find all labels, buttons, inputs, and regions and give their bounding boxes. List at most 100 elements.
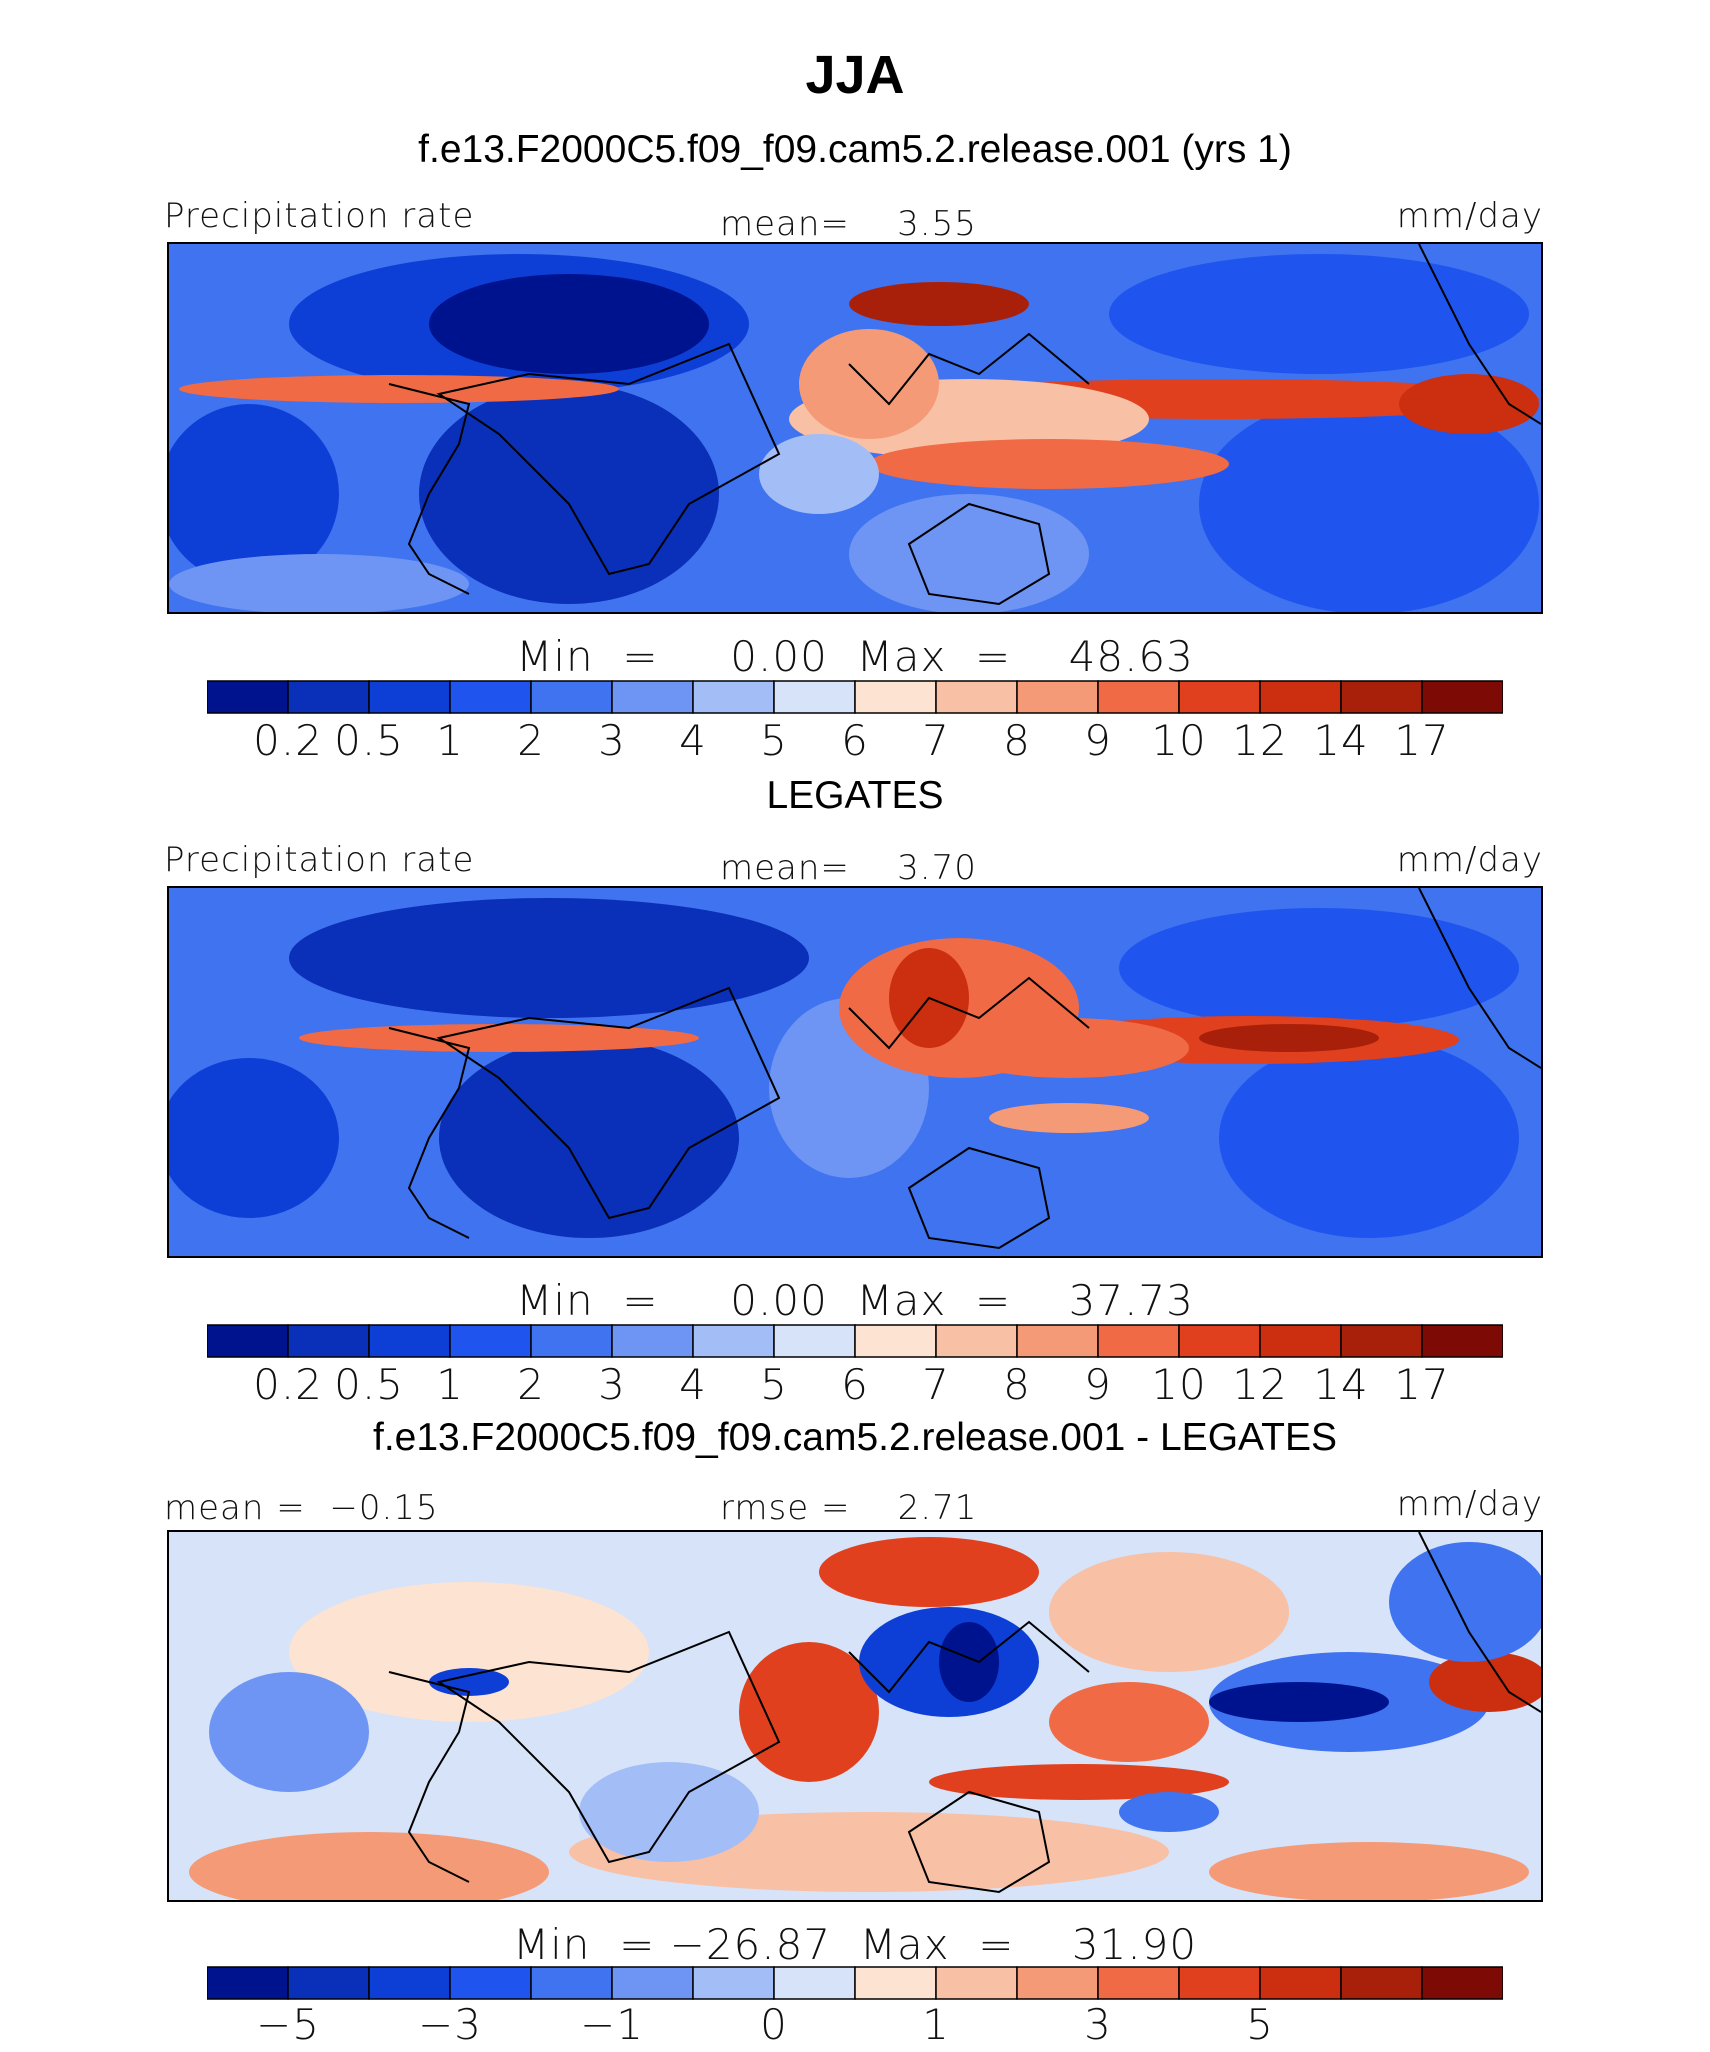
colorbar-swatch [611, 1966, 694, 2000]
colorbar-swatch [207, 680, 289, 714]
colorbar-swatch [1421, 1324, 1503, 1358]
colorbar-swatch [1340, 1966, 1423, 2000]
colorbar-swatch [1016, 1966, 1099, 2000]
panel-2-colorbar [207, 1324, 1503, 1358]
colorbar-swatch [692, 1324, 775, 1358]
colorbar-swatch [287, 1324, 370, 1358]
panel-2-map-field [169, 888, 1541, 1256]
colorbar-tick-label: 1 [922, 2000, 950, 2049]
panel-3-mean-label: mean = −0.15 [164, 1488, 439, 1528]
panel-1-variable-label: Precipitation rate [164, 196, 475, 236]
colorbar-swatch [368, 1966, 451, 2000]
colorbar-swatch [530, 1966, 613, 2000]
colorbar-tick-label: 17 [1394, 1360, 1450, 1409]
panel-1-heading: f.e13.F2000C5.f09_f09.cam5.2.release.001… [418, 128, 1292, 171]
colorbar-swatch [611, 1324, 694, 1358]
colorbar-tick-label: 12 [1232, 1360, 1288, 1409]
panel-2-map [167, 886, 1543, 1258]
colorbar-swatch [530, 1324, 613, 1358]
colorbar-tick-label: 3 [598, 1360, 626, 1409]
colorbar-tick-label: 7 [922, 716, 950, 765]
colorbar-swatch [1259, 680, 1342, 714]
colorbar-swatch [1097, 1966, 1180, 2000]
colorbar-swatch [1178, 1966, 1261, 2000]
panel-2-heading: LEGATES [766, 774, 944, 817]
panel-3-colorbar-ticks: −5 −3 −1 0 1 3 5 [207, 2000, 1503, 2052]
colorbar-tick-label: 4 [679, 1360, 707, 1409]
colorbar-swatch [368, 680, 451, 714]
colorbar-swatch [1097, 680, 1180, 714]
colorbar-swatch [287, 680, 370, 714]
colorbar-tick-label: 4 [679, 716, 707, 765]
colorbar-tick-label: 10 [1151, 1360, 1207, 1409]
colorbar-swatch [1340, 680, 1423, 714]
colorbar-swatch [935, 680, 1018, 714]
colorbar-tick-label: 8 [1003, 716, 1031, 765]
colorbar-swatch [1259, 1324, 1342, 1358]
colorbar-tick-label: 14 [1313, 1360, 1369, 1409]
colorbar-swatch [854, 1966, 937, 2000]
panel-3-units: mm/day [1396, 1484, 1543, 1524]
colorbar-tick-label: 5 [760, 716, 788, 765]
colorbar-swatch [1259, 1966, 1342, 2000]
colorbar-swatch [1097, 1324, 1180, 1358]
panel-3-colorbar [207, 1966, 1503, 2000]
colorbar-swatch [449, 1966, 532, 2000]
colorbar-swatch [935, 1966, 1018, 2000]
colorbar-swatch [1016, 680, 1099, 714]
panel-1-colorbar-ticks: 0.2 0.5 1 2 3 4 5 6 7 8 9 10 12 14 17 [207, 716, 1503, 768]
colorbar-tick-label: 14 [1313, 716, 1369, 765]
panel-1-colorbar [207, 680, 1503, 714]
colorbar-swatch [449, 1324, 532, 1358]
figure-title: JJA [805, 45, 905, 105]
colorbar-swatch [287, 1966, 370, 2000]
colorbar-tick-label: −5 [256, 2000, 320, 2049]
colorbar-swatch [1421, 680, 1503, 714]
panel-2-colorbar-swatches [207, 1324, 1503, 1358]
colorbar-tick-label: 0.5 [334, 716, 404, 765]
colorbar-tick-label: 5 [1246, 2000, 1274, 2049]
colorbar-swatch [530, 680, 613, 714]
colorbar-swatch [773, 1324, 856, 1358]
colorbar-tick-label: 0 [760, 2000, 788, 2049]
panel-1-units: mm/day [1396, 196, 1543, 236]
colorbar-tick-label: 1 [436, 716, 464, 765]
colorbar-swatch [207, 1324, 289, 1358]
colorbar-swatch [611, 680, 694, 714]
colorbar-tick-label: 0.5 [334, 1360, 404, 1409]
colorbar-swatch [368, 1324, 451, 1358]
panel-3-minmax: Min = −26.87 Max = 31.90 [512, 1920, 1198, 1969]
panel-1-map [167, 242, 1543, 614]
colorbar-swatch [692, 1966, 775, 2000]
colorbar-swatch [854, 1324, 937, 1358]
colorbar-tick-label: 7 [922, 1360, 950, 1409]
colorbar-tick-label: −1 [580, 2000, 644, 2049]
colorbar-tick-label: 10 [1151, 716, 1207, 765]
colorbar-swatch [207, 1966, 289, 2000]
panel-2-variable-label: Precipitation rate [164, 840, 475, 880]
colorbar-tick-label: 3 [598, 716, 626, 765]
colorbar-tick-label: 3 [1084, 2000, 1112, 2049]
colorbar-tick-label: −3 [418, 2000, 482, 2049]
colorbar-tick-label: 9 [1084, 1360, 1112, 1409]
colorbar-swatch [854, 680, 937, 714]
panel-2-colorbar-ticks: 0.2 0.5 1 2 3 4 5 6 7 8 9 10 12 14 17 [207, 1360, 1503, 1412]
colorbar-swatch [1340, 1324, 1423, 1358]
colorbar-swatch [1421, 1966, 1503, 2000]
colorbar-tick-label: 6 [841, 716, 869, 765]
panel-1-mean-label: mean= 3.55 [720, 204, 977, 244]
colorbar-tick-label: 12 [1232, 716, 1288, 765]
panel-2-units: mm/day [1396, 840, 1543, 880]
colorbar-swatch [773, 1966, 856, 2000]
panel-1-map-field [169, 244, 1541, 612]
panel-2-mean-label: mean= 3.70 [720, 848, 977, 888]
colorbar-swatch [1178, 1324, 1261, 1358]
colorbar-swatch [773, 680, 856, 714]
panel-3-rmse-label: rmse = 2.71 [720, 1488, 978, 1528]
panel-2-minmax: Min = 0.00 Max = 37.73 [516, 1276, 1194, 1325]
colorbar-swatch [692, 680, 775, 714]
panel-3-map [167, 1530, 1543, 1902]
panel-3-colorbar-swatches [207, 1966, 1503, 2000]
panel-1-colorbar-swatches [207, 680, 1503, 714]
colorbar-tick-label: 2 [517, 1360, 545, 1409]
